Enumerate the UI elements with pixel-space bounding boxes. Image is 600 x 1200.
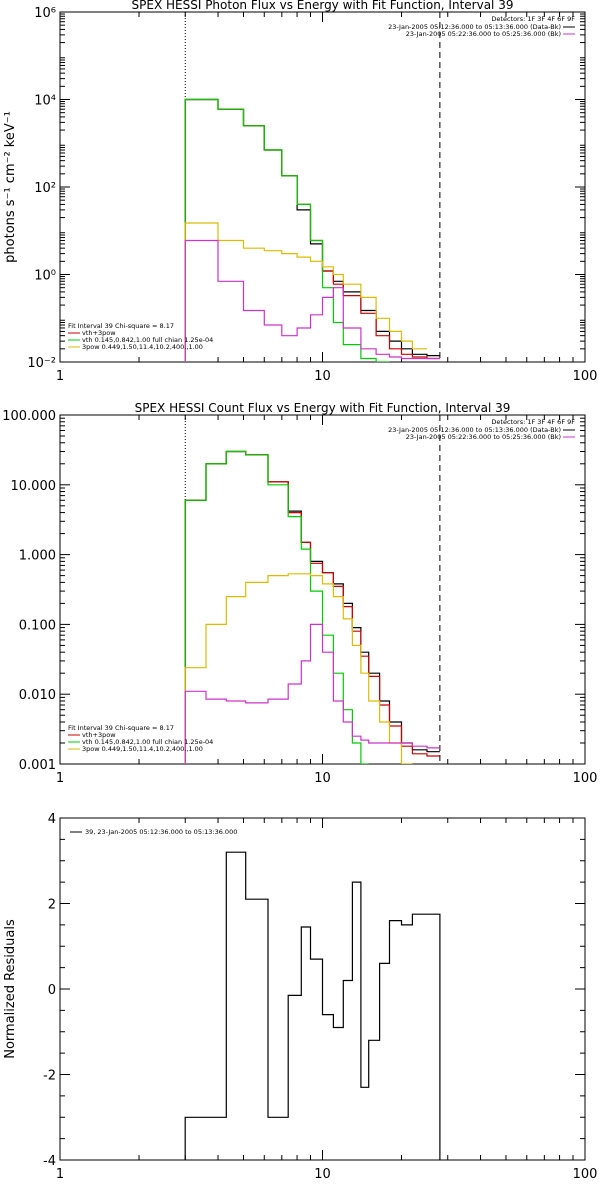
- x-tick-label: 1: [56, 369, 64, 384]
- x-tick-label: 100: [573, 369, 598, 384]
- x-tick-label: 100: [573, 1167, 598, 1182]
- y-tick-label: 0.100: [19, 618, 56, 633]
- fit-legend-entry: vth+3pow: [82, 329, 116, 337]
- time-interval-label: 23-Jan-2005 05:22:36.000 to 05:25:36.000…: [406, 433, 561, 441]
- y-tick-label: -2: [43, 1069, 56, 1084]
- plot-frame: [59, 414, 586, 765]
- x-tick-label: 10: [314, 771, 331, 786]
- y-tick-label: 2: [48, 898, 56, 913]
- series-line-0: [184, 450, 440, 764]
- fit-legend-entry: vth 0.145,0.842,1.00 full chian 1.25e-04: [82, 738, 213, 746]
- y-tick-label: 10⁻²: [27, 356, 56, 371]
- x-tick-label: 10: [314, 369, 331, 384]
- chart-panel-2: SPEX HESSI Count Flux vs Energy with Fit…: [2, 401, 597, 786]
- x-tick-label: 1: [56, 1167, 64, 1182]
- series-line-0: [184, 98, 440, 362]
- y-tick-label: 10⁰: [34, 269, 56, 284]
- data-series-group: [184, 450, 440, 764]
- fit-legend-heading: Fit Interval 39 Chi-square = 8.17: [68, 724, 174, 732]
- y-tick-label: 10.000: [11, 479, 57, 494]
- time-interval-label: 23-Jan-2005 05:12:36.000 to 05:13:36.000…: [388, 23, 561, 31]
- chart-panel-3: Normalized Residuals 1 10 100 -4 -2 0 2 4 39, 23-…: [3, 812, 597, 1182]
- y-tick-label: 10⁴: [34, 94, 56, 109]
- fit-legend-heading: Fit Interval 39 Chi-square = 8.17: [68, 322, 174, 330]
- y-tick-label: 1.000: [19, 549, 56, 564]
- y-tick-label: 0: [48, 983, 56, 998]
- y-axis-label: photons s⁻¹ cm⁻² keV⁻¹: [3, 111, 18, 263]
- series-line-1: [184, 450, 440, 764]
- x-tick-label: 10: [314, 1167, 331, 1182]
- x-tick-label: 100: [573, 771, 598, 786]
- y-tick-label: 100.000: [2, 409, 56, 424]
- chart-panel-1: SPEX HESSI Photon Flux vs Energy with Fi…: [3, 0, 597, 384]
- detectors-label: Detectors: 1F 3F 4F 6F 9F: [491, 15, 575, 23]
- fit-legend-entry: vth+3pow: [82, 731, 116, 739]
- series-line-3: [184, 573, 413, 764]
- y-axis-label: Normalized Residuals: [3, 919, 18, 1059]
- y-tick-label: 10⁶: [34, 6, 56, 21]
- x-tick-label: 1: [56, 771, 64, 786]
- fit-legend-entry: 3pow 0.449,1.50,11.4,10.2,400.,1.00: [82, 343, 203, 351]
- y-tick-label: 0.010: [19, 688, 56, 703]
- data-series-group: [184, 851, 441, 1160]
- y-tick-label: 0.001: [19, 758, 56, 773]
- detectors-label: Detectors: 1F 3F 4F 6F 9F: [491, 418, 575, 426]
- y-tick-label: -4: [43, 1154, 56, 1169]
- series-line-2: [184, 98, 390, 362]
- data-series-group: [184, 98, 440, 362]
- series-line-3: [184, 222, 427, 362]
- y-tick-label: 4: [48, 812, 56, 827]
- series-line-2: [184, 450, 369, 764]
- series-line-4: [184, 623, 440, 764]
- fit-legend-entry: 3pow 0.449,1.50,11.4,10.2,400.,1.00: [82, 745, 203, 753]
- time-interval-label: 23-Jan-2005 05:22:36.000 to 05:25:36.000…: [406, 30, 561, 38]
- chart-title: SPEX HESSI Count Flux vs Energy with Fit…: [135, 401, 511, 415]
- series-line-4: [184, 239, 440, 362]
- series-line-1: [184, 98, 440, 362]
- series-line-0: [184, 851, 441, 1160]
- y-tick-label: 10²: [34, 181, 56, 196]
- chart-title: SPEX HESSI Photon Flux vs Energy with Fi…: [132, 0, 514, 12]
- time-interval-label: 23-Jan-2005 05:12:36.000 to 05:13:36.000…: [388, 426, 561, 434]
- residual-legend-label: 39, 23-Jan-2005 05:12:36.000 to 05:13:36…: [85, 828, 237, 836]
- fit-legend-entry: vth 0.145,0.842,1.00 full chian 1.25e-04: [82, 336, 213, 344]
